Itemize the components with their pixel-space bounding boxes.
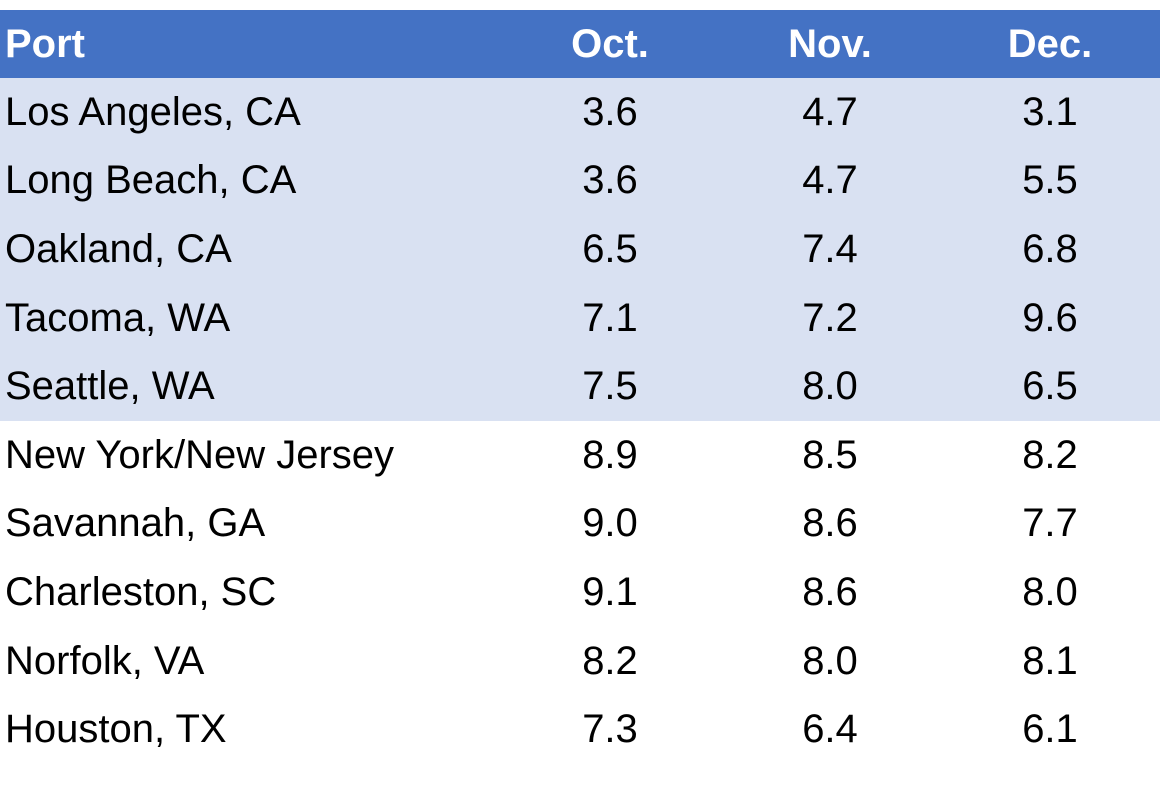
- port-name: Seattle, WA: [5, 364, 215, 409]
- value-cell: 6.5: [1022, 364, 1078, 409]
- port-name: Oakland, CA: [5, 226, 232, 271]
- table-row: Long Beach, CA 3.6 4.7 5.5: [0, 146, 1160, 216]
- table-row: Houston, TX 7.3 6.4 6.1: [0, 695, 1160, 764]
- port-name: Long Beach, CA: [5, 158, 297, 203]
- port-name: Houston, TX: [5, 707, 227, 752]
- value-cell: 3.6: [582, 89, 638, 134]
- header-cell: Port: [5, 21, 85, 66]
- header-cell: Oct.: [571, 21, 649, 66]
- value-cell: 8.2: [1022, 432, 1078, 477]
- value-cell: 6.1: [1022, 707, 1078, 752]
- value-cell: 8.6: [802, 501, 858, 546]
- table-row: Tacoma, WA 7.1 7.2 9.6: [0, 283, 1160, 353]
- value-cell: 7.1: [582, 295, 638, 340]
- value-cell: 3.1: [1022, 89, 1078, 134]
- port-name: Norfolk, VA: [5, 638, 205, 683]
- table-row: Savannah, GA 9.0 8.6 7.7: [0, 490, 1160, 559]
- value-cell: 7.5: [582, 364, 638, 409]
- value-cell: 4.7: [802, 89, 858, 134]
- port-name: New York/New Jersey: [5, 432, 395, 477]
- value-cell: 7.3: [582, 707, 638, 752]
- value-cell: 6.4: [802, 707, 858, 752]
- header-row: Port Oct. Nov. Dec.: [0, 10, 1160, 78]
- value-cell: 7.2: [802, 295, 858, 340]
- value-cell: 8.0: [802, 364, 858, 409]
- value-cell: 8.5: [802, 432, 858, 477]
- value-cell: 9.6: [1022, 295, 1078, 340]
- table-row: Norfolk, VA 8.2 8.0 8.1: [0, 627, 1160, 696]
- value-cell: 5.5: [1022, 158, 1078, 203]
- table-row: Charleston, SC 9.1 8.6 8.0: [0, 558, 1160, 627]
- table-row: Seattle, WA 7.5 8.0 6.5: [0, 352, 1160, 421]
- value-cell: 8.0: [802, 638, 858, 683]
- table-row: Los Angeles, CA 3.6 4.7 3.1: [0, 78, 1160, 147]
- value-cell: 8.0: [1022, 569, 1078, 614]
- value-cell: 7.4: [802, 226, 858, 271]
- value-cell: 7.7: [1022, 501, 1078, 546]
- value-cell: 8.9: [582, 432, 638, 477]
- table-row: New York/New Jersey 8.9 8.5 8.2: [0, 421, 1160, 490]
- header-cell: Dec.: [1007, 21, 1093, 66]
- value-cell: 4.7: [802, 158, 858, 203]
- value-cell: 8.1: [1022, 638, 1078, 683]
- value-cell: 9.0: [582, 501, 638, 546]
- port-name: Los Angeles, CA: [5, 89, 301, 134]
- value-cell: 8.2: [582, 638, 638, 683]
- value-cell: 9.1: [582, 569, 638, 614]
- table-row: Oakland, CA 6.5 7.4 6.8: [0, 215, 1160, 284]
- value-cell: 6.5: [582, 226, 638, 271]
- value-cell: 6.8: [1022, 226, 1078, 271]
- port-name: Tacoma, WA: [5, 295, 231, 340]
- port-name: Charleston, SC: [5, 569, 277, 614]
- value-cell: 3.6: [582, 158, 638, 203]
- header-cell: Nov.: [788, 21, 872, 66]
- value-cell: 8.6: [802, 569, 858, 614]
- port-name: Savannah, GA: [5, 501, 266, 546]
